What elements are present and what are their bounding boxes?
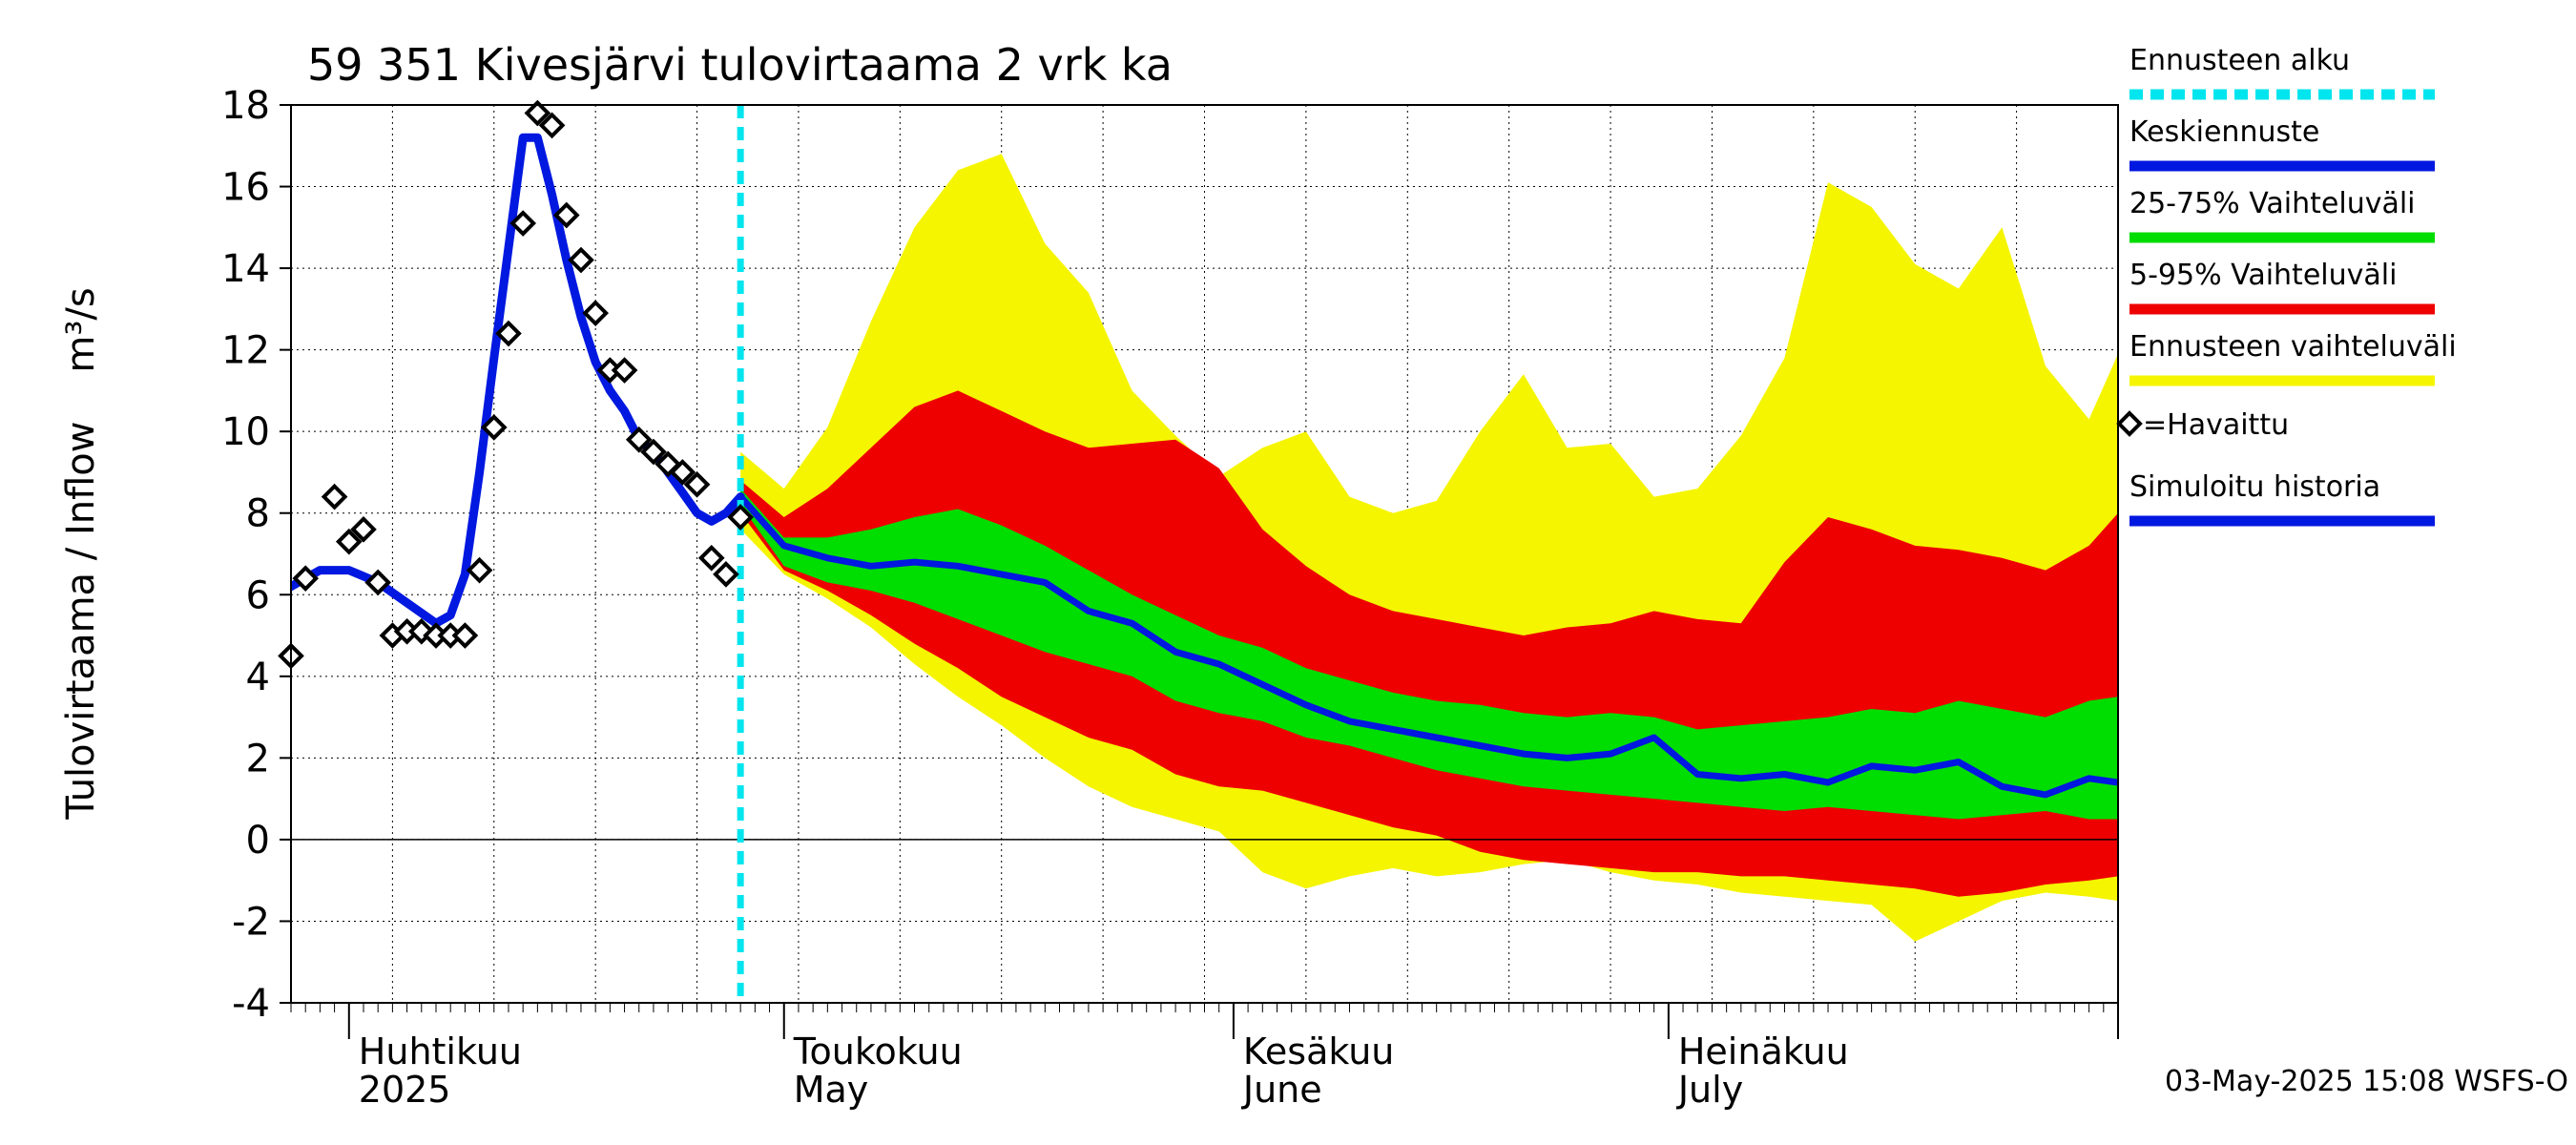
legend: Ennusteen alku Keskiennuste 25-75% Vaihtel…: [2116, 44, 2457, 527]
timestamp: 03-May-2025 15:08 WSFS-O: [2165, 1065, 2568, 1098]
observed-point: [495, 320, 522, 347]
observed-point: [292, 565, 320, 592]
observed-point: [713, 561, 739, 588]
x-month-sublabel: May: [794, 1069, 869, 1111]
observed-point: [625, 426, 653, 453]
y-tick-label: 0: [246, 819, 270, 863]
simulated-history-line: [291, 133, 745, 628]
forecast-bands: [740, 154, 2118, 942]
observed-point: [683, 470, 711, 498]
y-axis-label: Tulovirtaama / Inflow m³/s: [59, 287, 103, 820]
median-forecast-line: [737, 493, 2118, 799]
observed-point: [697, 544, 725, 572]
observed-point: [727, 504, 754, 531]
p25-75-band: [740, 489, 2118, 820]
legend-label: Ennusteen alku: [2129, 44, 2350, 77]
y-tick-label: 2: [246, 737, 270, 781]
observed-point: [611, 357, 638, 384]
y-tick-label: 14: [221, 247, 270, 291]
x-month-label: Heinäkuu: [1678, 1030, 1849, 1072]
observed-point: [451, 622, 479, 649]
observed-point: [480, 414, 508, 441]
observed-point: [552, 201, 580, 229]
y-tick-label: -4: [232, 982, 270, 1026]
legend-marker-observed: [2116, 410, 2143, 437]
x-month-label: Huhtikuu: [359, 1030, 522, 1072]
y-tick-label: 16: [221, 166, 270, 210]
x-month-label: Kesäkuu: [1243, 1030, 1395, 1072]
chart-title: 59 351 Kivesjärvi tulovirtaama 2 vrk ka: [307, 39, 1173, 91]
y-tick-label: 10: [221, 410, 270, 454]
observed-point: [364, 569, 392, 596]
legend-label: 5-95% Vaihteluväli: [2129, 259, 2397, 292]
observed-point: [321, 483, 348, 510]
legend-label: 25-75% Vaihteluväli: [2129, 187, 2416, 220]
observed-point: [466, 556, 493, 584]
observed-point: [335, 528, 363, 555]
legend-label: =Havaittu: [2143, 408, 2289, 442]
observed-point: [524, 99, 551, 127]
legend-label: Ennusteen vaihteluväli: [2129, 330, 2457, 364]
x-month-label: Toukokuu: [793, 1030, 963, 1072]
observed-point: [640, 438, 667, 466]
y-tick-label: 6: [246, 573, 270, 617]
y-tick-label: 12: [221, 329, 270, 373]
observed-point: [568, 246, 594, 274]
legend-label: Keskiennuste: [2129, 115, 2319, 149]
x-month-sublabel: July: [1676, 1069, 1743, 1111]
x-month-sublabel: June: [1241, 1069, 1322, 1111]
y-tick-label: 18: [221, 84, 270, 128]
x-month-sublabel: 2025: [359, 1069, 451, 1111]
observed-point: [669, 459, 696, 486]
observed-point: [509, 210, 537, 237]
observed-point: [582, 300, 609, 326]
series-lines: [291, 105, 2118, 1003]
y-tick-label: -2: [232, 900, 270, 944]
legend-label: Simuloitu historia: [2129, 470, 2380, 504]
observed-markers: [278, 99, 754, 670]
observed-point: [538, 112, 566, 139]
observed-point: [350, 516, 377, 543]
y-tick-label: 4: [246, 656, 270, 699]
y-tick-label: 8: [246, 492, 270, 536]
